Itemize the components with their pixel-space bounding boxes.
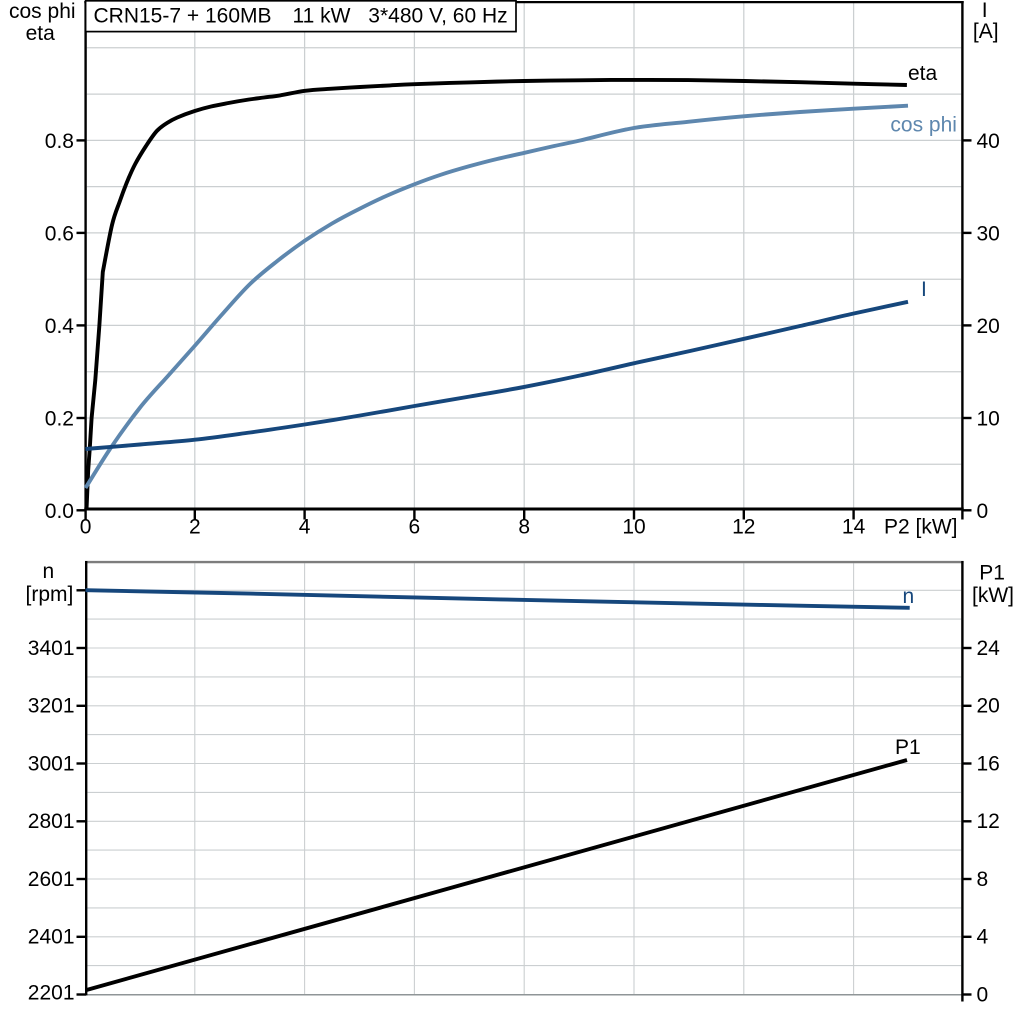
svg-text:12: 12: [977, 810, 1000, 833]
svg-text:2601: 2601: [28, 868, 75, 891]
svg-text:P1: P1: [979, 562, 1005, 585]
svg-text:14: 14: [842, 516, 866, 539]
svg-text:3201: 3201: [28, 695, 75, 718]
svg-text:30: 30: [977, 223, 1000, 246]
svg-text:eta: eta: [908, 62, 938, 85]
svg-text:4: 4: [977, 926, 989, 949]
svg-text:[kW]: [kW]: [972, 584, 1014, 607]
svg-text:24: 24: [977, 637, 1001, 660]
svg-text:I: I: [982, 0, 988, 22]
svg-text:n: n: [903, 585, 915, 608]
svg-text:cos phi: cos phi: [9, 0, 76, 23]
svg-text:0.4: 0.4: [45, 315, 75, 338]
svg-text:0.2: 0.2: [45, 408, 74, 431]
svg-text:2401: 2401: [28, 926, 75, 949]
svg-text:10: 10: [622, 516, 645, 539]
svg-text:10: 10: [977, 408, 1000, 431]
svg-text:4: 4: [299, 516, 311, 539]
svg-text:8: 8: [977, 868, 989, 891]
svg-text:2201: 2201: [28, 982, 75, 1005]
svg-text:3001: 3001: [28, 752, 75, 775]
svg-text:8: 8: [518, 516, 530, 539]
svg-text:[A]: [A]: [973, 20, 999, 43]
svg-text:40: 40: [977, 130, 1000, 153]
svg-text:12: 12: [732, 516, 755, 539]
svg-text:P2 [kW]: P2 [kW]: [884, 516, 958, 539]
svg-text:P1: P1: [895, 736, 921, 759]
svg-text:n: n: [43, 560, 55, 583]
svg-text:20: 20: [977, 695, 1000, 718]
svg-text:0: 0: [977, 983, 989, 1006]
svg-text:6: 6: [409, 516, 421, 539]
svg-text:0.0: 0.0: [45, 500, 74, 523]
svg-text:0.6: 0.6: [45, 223, 74, 246]
svg-text:16: 16: [977, 752, 1000, 775]
svg-text:cos phi: cos phi: [890, 114, 957, 137]
svg-text:[rpm]: [rpm]: [26, 583, 74, 606]
svg-text:20: 20: [977, 315, 1000, 338]
svg-text:2801: 2801: [28, 810, 75, 833]
svg-text:2: 2: [189, 516, 201, 539]
svg-text:0.8: 0.8: [45, 130, 74, 153]
svg-text:0: 0: [977, 500, 989, 523]
svg-text:3401: 3401: [28, 637, 75, 660]
svg-text:0: 0: [80, 516, 92, 539]
svg-text:I: I: [921, 278, 927, 301]
svg-text:eta: eta: [26, 22, 56, 45]
